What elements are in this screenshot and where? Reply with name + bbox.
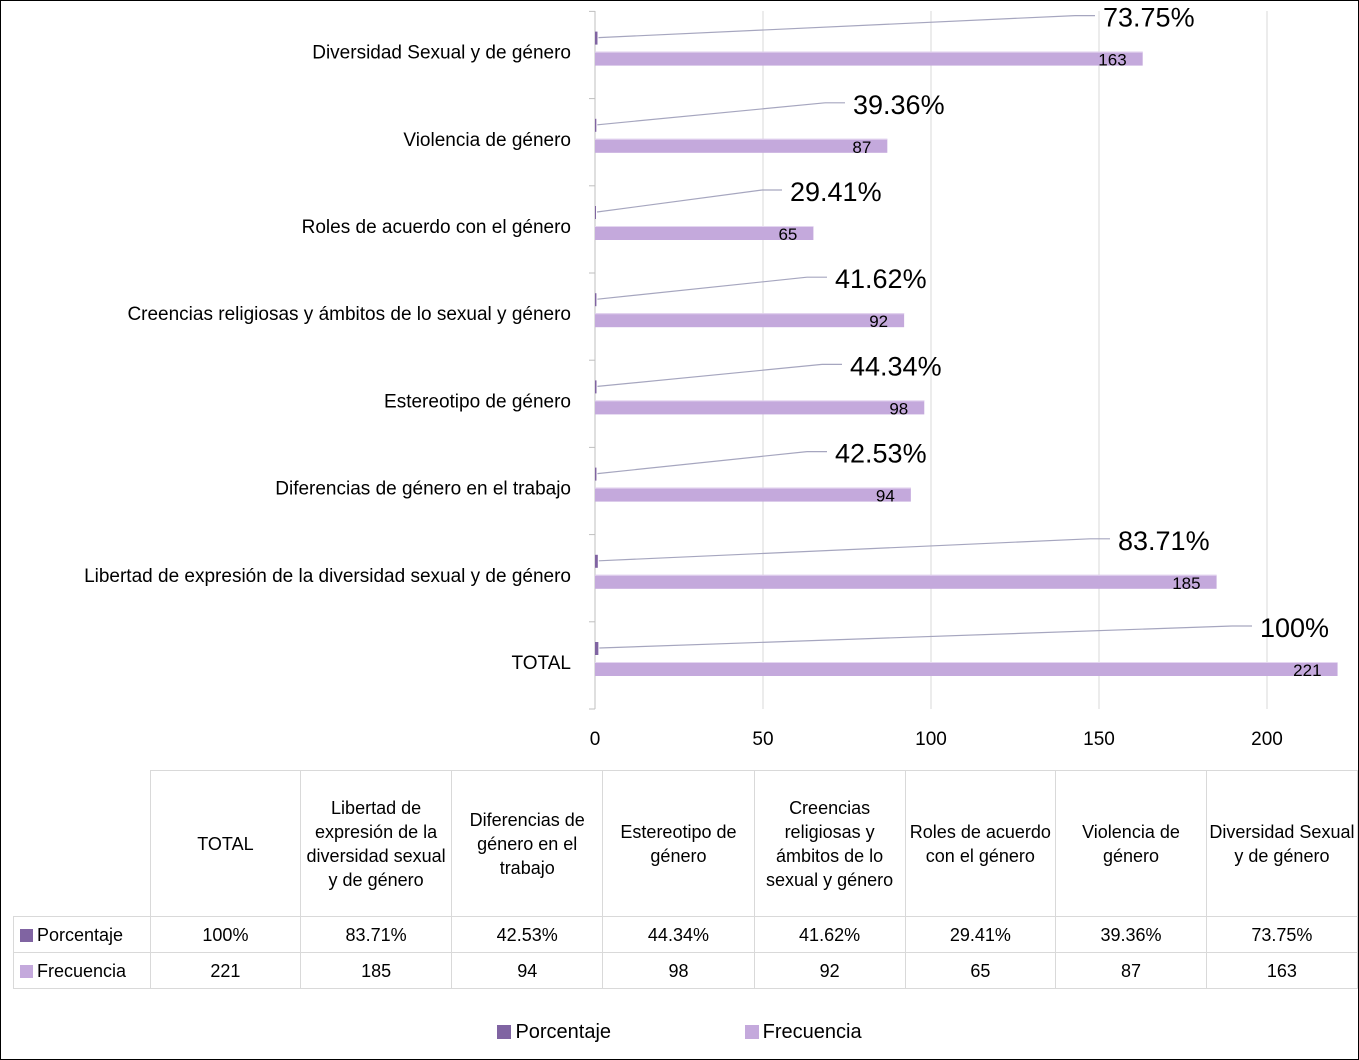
table-cell-porcentaje: 44.34% bbox=[602, 916, 755, 953]
table-column-header: Diferencias de género en el trabajo bbox=[451, 770, 604, 917]
table-row-label: Porcentaje bbox=[37, 924, 124, 945]
table-cell-frecuencia: 94 bbox=[451, 952, 604, 989]
frecuencia-swatch bbox=[20, 964, 33, 978]
leader-line bbox=[597, 451, 808, 475]
table-cell-frecuencia: 87 bbox=[1055, 952, 1207, 989]
table-column-header: Libertad de expresión de la diversidad s… bbox=[300, 770, 453, 917]
bar-frecuencia bbox=[595, 226, 814, 240]
table-row-porcentaje: Porcentaje 100% 83.71% 42.53% 44.34% 41.62% 2… bbox=[13, 916, 1358, 953]
legend-label: Porcentaje bbox=[515, 1021, 612, 1043]
bar-porcentaje bbox=[595, 118, 597, 132]
bar-porcentaje bbox=[595, 380, 597, 394]
bar-frecuencia bbox=[595, 662, 1338, 676]
porcentaje-data-label: 29.41% bbox=[790, 177, 882, 207]
frecuencia-data-label: 163 bbox=[1098, 51, 1126, 70]
table-cell-frecuencia: 98 bbox=[602, 952, 755, 989]
porcentaje-data-label: 41.62% bbox=[835, 264, 927, 294]
table-cell-frecuencia: 185 bbox=[300, 952, 453, 989]
frecuencia-data-label: 87 bbox=[852, 138, 871, 157]
x-tick-label: 50 bbox=[752, 729, 773, 750]
x-tick-label: 100 bbox=[915, 729, 947, 750]
table-column-header: TOTAL bbox=[149, 770, 302, 917]
frecuencia-data-label: 94 bbox=[876, 487, 895, 506]
frecuencia-data-label: 185 bbox=[1172, 574, 1200, 593]
table-row-head-frecuencia: Frecuencia bbox=[13, 952, 151, 989]
porcentaje-data-label: 39.36% bbox=[853, 90, 945, 120]
table-column-header: Diversidad Sexual y de género bbox=[1205, 770, 1358, 917]
table-column-header: Creencias religiosas y ámbitos de lo sex… bbox=[753, 770, 906, 917]
porcentaje-swatch bbox=[20, 928, 33, 942]
bar-frecuencia bbox=[595, 400, 925, 415]
category-label: Libertad de expresión de la diversidad s… bbox=[84, 566, 571, 587]
table-row-head-porcentaje: Porcentaje bbox=[13, 916, 151, 953]
legend-label: Frecuencia bbox=[762, 1021, 862, 1043]
category-label: Estereotipo de género bbox=[384, 391, 571, 412]
porcentaje-data-label: 73.75% bbox=[1103, 3, 1195, 33]
bar-porcentaje bbox=[595, 467, 597, 481]
bar-frecuencia bbox=[595, 313, 905, 328]
table-column-header: Violencia de género bbox=[1055, 770, 1207, 917]
table-column-header: Roles de acuerdo con el género bbox=[904, 770, 1057, 917]
leader-line bbox=[597, 276, 808, 300]
bar-porcentaje bbox=[595, 642, 599, 655]
frecuencia-data-label: 98 bbox=[889, 399, 908, 418]
table-cell-frecuencia: 163 bbox=[1205, 952, 1358, 989]
bar-porcentaje bbox=[595, 31, 598, 45]
category-label: TOTAL bbox=[512, 653, 571, 674]
bar-frecuencia bbox=[595, 138, 888, 153]
leader-line bbox=[598, 538, 1091, 562]
legend: Porcentaje Frecuencia bbox=[1, 1021, 1358, 1044]
legend-item-porcentaje: Porcentaje bbox=[497, 1021, 611, 1044]
table-cell-porcentaje: 39.36% bbox=[1055, 916, 1207, 953]
table-cell-porcentaje: 29.41% bbox=[904, 916, 1057, 953]
bar-frecuencia bbox=[595, 51, 1143, 66]
category-label: Diversidad Sexual y de género bbox=[312, 43, 571, 64]
table-cell-frecuencia: 92 bbox=[753, 952, 906, 989]
leader-line bbox=[598, 15, 1076, 39]
porcentaje-data-label: 83.71% bbox=[1118, 526, 1210, 556]
table-cell-porcentaje: 42.53% bbox=[451, 916, 604, 953]
category-label: Roles de acuerdo con el género bbox=[302, 217, 571, 238]
leader-line bbox=[599, 625, 1233, 649]
category-label: Diferencias de género en el trabajo bbox=[275, 479, 571, 500]
frecuencia-data-label: 221 bbox=[1293, 661, 1321, 680]
leader-line bbox=[597, 102, 826, 126]
leader-line bbox=[596, 189, 763, 213]
bar-porcentaje bbox=[595, 293, 597, 307]
x-tick-label: 150 bbox=[1083, 729, 1115, 750]
table-corner-cell bbox=[13, 770, 151, 917]
data-table: TOTAL Libertad de expresión de la diversi… bbox=[13, 770, 1358, 989]
legend-swatch-frecuencia bbox=[744, 1025, 759, 1039]
table-cell-frecuencia: 221 bbox=[149, 952, 302, 989]
porcentaje-data-label: 44.34% bbox=[850, 351, 942, 381]
legend-swatch-porcentaje bbox=[497, 1025, 512, 1039]
bar-porcentaje bbox=[595, 206, 596, 219]
bar-frecuencia bbox=[595, 487, 911, 502]
frecuencia-data-label: 92 bbox=[869, 312, 888, 331]
table-cell-porcentaje: 41.62% bbox=[753, 916, 906, 953]
frecuencia-data-label: 65 bbox=[778, 225, 797, 244]
table-row-frecuencia: Frecuencia 221 185 94 98 92 65 87 163 bbox=[13, 952, 1358, 989]
bar-frecuencia bbox=[595, 574, 1217, 589]
leader-line bbox=[597, 363, 823, 387]
table-header-row: TOTAL Libertad de expresión de la diversi… bbox=[13, 770, 1358, 917]
porcentaje-data-label: 100% bbox=[1260, 613, 1329, 643]
table-row-label: Frecuencia bbox=[37, 960, 127, 981]
category-label: Violencia de género bbox=[403, 130, 571, 151]
table-cell-porcentaje: 73.75% bbox=[1205, 916, 1358, 953]
table-column-header: Estereotipo de género bbox=[602, 770, 755, 917]
table-cell-porcentaje: 83.71% bbox=[300, 916, 453, 953]
porcentaje-data-label: 42.53% bbox=[835, 439, 927, 469]
x-tick-label: 200 bbox=[1251, 729, 1283, 750]
table-cell-frecuencia: 65 bbox=[904, 952, 1057, 989]
x-tick-label: 0 bbox=[590, 729, 601, 750]
table-cell-porcentaje: 100% bbox=[149, 916, 302, 953]
category-label: Creencias religiosas y ámbitos de lo sex… bbox=[127, 304, 571, 325]
legend-item-frecuencia: Frecuencia bbox=[744, 1021, 862, 1044]
bar-porcentaje bbox=[595, 554, 598, 568]
